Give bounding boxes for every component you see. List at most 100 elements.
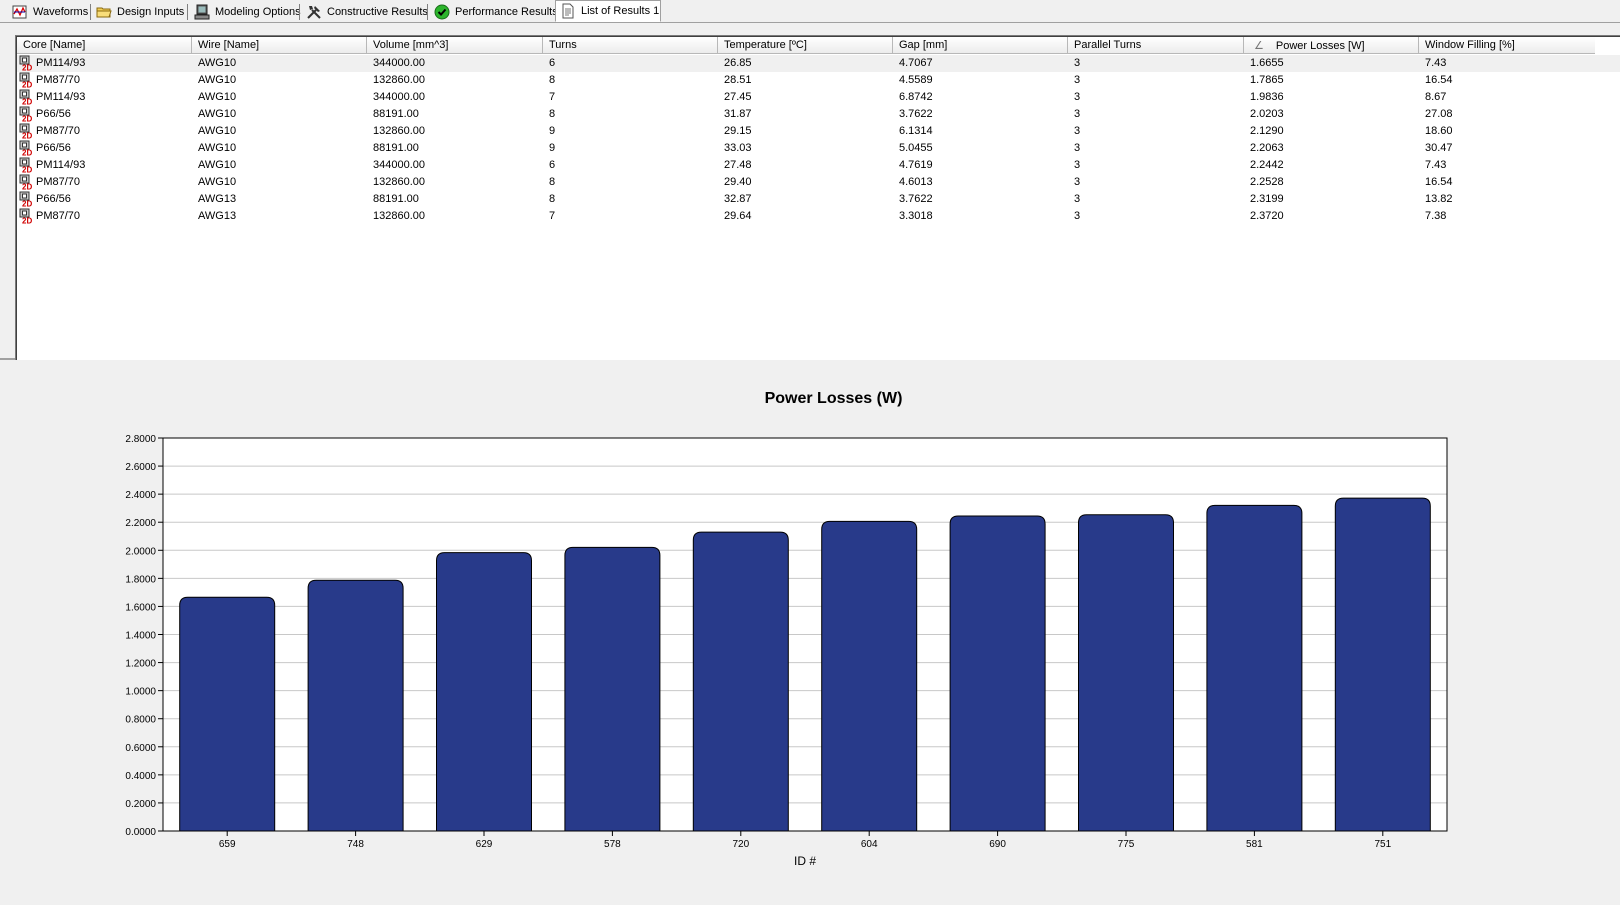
cell-parallel-turns: 3: [1074, 125, 1081, 137]
table-row[interactable]: 2D PM87/70 AWG10 132860.00 8 29.40 4.6013 3 2.25…: [17, 174, 1620, 191]
y-tick-label: 0.2000: [125, 799, 156, 810]
column-header-core[interactable]: Core [Name]: [17, 37, 192, 54]
y-tick-label: 1.0000: [125, 687, 156, 698]
cell-core: 2D PM87/70: [17, 208, 192, 225]
cell-volume: 132860.00: [373, 210, 425, 222]
cell-turns: 7: [549, 91, 556, 103]
cell-window-filling: 7.38: [1425, 210, 1447, 222]
y-tick-label: 2.0000: [125, 546, 156, 557]
tab-modeling-options[interactable]: Modeling Options: [190, 2, 301, 21]
column-header-power-losses[interactable]: ∠ Power Losses [W]: [1244, 37, 1419, 54]
cell-wire: AWG10: [198, 142, 237, 154]
table-row[interactable]: 2D PM87/70 AWG10 132860.00 8 28.51 4.5589 3 1.78…: [17, 72, 1620, 89]
column-header-gap[interactable]: Gap [mm]: [893, 37, 1068, 54]
x-tick-label: 690: [989, 839, 1006, 850]
y-tick-label: 0.0000: [125, 827, 156, 838]
column-header-parallel-turns[interactable]: Parallel Turns: [1068, 37, 1244, 54]
cell-power-losses: 1.9836: [1250, 91, 1284, 103]
cell-temperature: 27.45: [724, 91, 752, 103]
column-header-volume[interactable]: Volume [mm^3]: [367, 37, 543, 54]
cell-gap: 3.7622: [899, 108, 933, 120]
bar[interactable]: [179, 596, 276, 832]
bar[interactable]: [436, 552, 532, 832]
tab-performance-results[interactable]: Performance Results: [430, 2, 558, 21]
cell-window-filling: 16.54: [1425, 176, 1453, 188]
x-tick-label: 748: [347, 839, 364, 850]
column-header-temperature[interactable]: Temperature [ºC]: [718, 37, 893, 54]
results-panel: Core [Name] Wire [Name] Volume [mm^3] Tu…: [0, 23, 1620, 365]
x-tick-label: 720: [732, 839, 749, 850]
computer-icon: [194, 4, 210, 20]
column-header-window-filling[interactable]: Window Filling [%]: [1419, 37, 1595, 54]
bar[interactable]: [692, 531, 789, 832]
cell-temperature: 29.64: [724, 210, 752, 222]
table-row[interactable]: 2D PM87/70 AWG10 132860.00 9 29.15 6.1314 3 2.12…: [17, 123, 1620, 140]
cell-power-losses: 2.1290: [1250, 125, 1284, 137]
x-tick-label: 751: [1374, 839, 1391, 850]
tab-design-inputs[interactable]: Design Inputs: [92, 2, 188, 21]
cell-power-losses: 2.2442: [1250, 159, 1284, 171]
tab-constructive-results[interactable]: Constructive Results: [302, 2, 428, 21]
cell-gap: 5.0455: [899, 142, 933, 154]
cell-text: P66/56: [36, 108, 71, 120]
column-header-wire[interactable]: Wire [Name]: [192, 37, 367, 54]
y-tick-label: 2.8000: [125, 434, 156, 445]
tab-list-of-results-1[interactable]: List of Results 1: [555, 0, 661, 22]
core-2d-icon: 2D: [19, 72, 35, 89]
waveform-icon: [12, 4, 28, 20]
cell-window-filling: 7.43: [1425, 159, 1447, 171]
cell-temperature: 31.87: [724, 108, 752, 120]
cell-window-filling: 16.54: [1425, 74, 1453, 86]
cell-core: 2D PM87/70: [17, 123, 192, 140]
y-tick-label: 2.4000: [125, 490, 156, 501]
bar[interactable]: [949, 515, 1046, 832]
cell-temperature: 29.40: [724, 176, 752, 188]
cell-volume: 344000.00: [373, 57, 425, 69]
x-tick-label: 604: [861, 839, 878, 850]
tab-label: Constructive Results: [327, 5, 428, 18]
table-row[interactable]: 2D PM114/93 AWG10 344000.00 7 27.45 6.8742 3 1.9…: [17, 89, 1620, 106]
tab-label: Design Inputs: [117, 5, 185, 18]
cell-text: PM87/70: [36, 125, 81, 137]
x-axis-label: ID #: [794, 854, 816, 868]
cell-window-filling: 13.82: [1425, 193, 1453, 205]
bar[interactable]: [307, 579, 404, 832]
x-tick-label: 659: [219, 839, 236, 850]
tab-waveforms[interactable]: Waveforms: [8, 2, 91, 21]
column-header-turns[interactable]: Turns: [543, 37, 718, 54]
svg-text:2D: 2D: [22, 63, 32, 71]
table-row[interactable]: 2D P66/56 AWG10 88191.00 9 33.03 5.0455 3 2.2063…: [17, 140, 1620, 157]
core-2d-icon: 2D: [19, 191, 35, 208]
cell-wire: AWG10: [198, 159, 237, 171]
cell-window-filling: 18.60: [1425, 125, 1453, 137]
cell-gap: 4.7067: [899, 57, 933, 69]
cell-core: 2D PM87/70: [17, 174, 192, 191]
bar[interactable]: [1334, 497, 1431, 832]
table-row[interactable]: 2D P66/56 AWG13 88191.00 8 32.87 3.7622 3 2.3199…: [17, 191, 1620, 208]
cell-text: PM114/93: [36, 91, 86, 103]
bar[interactable]: [1206, 504, 1303, 832]
cell-window-filling: 30.47: [1425, 142, 1453, 154]
bar[interactable]: [821, 520, 918, 832]
cell-wire: AWG13: [198, 210, 237, 222]
check-circle-icon: [434, 4, 450, 20]
cell-volume: 88191.00: [373, 193, 419, 205]
folder-icon: [96, 4, 112, 20]
table-row[interactable]: 2D P66/56 AWG10 88191.00 8 31.87 3.7622 3 2.0203…: [17, 106, 1620, 123]
table-row[interactable]: 2D PM87/70 AWG13 132860.00 7 29.64 3.3018 3 2.37…: [17, 208, 1620, 225]
tab-label: List of Results 1: [581, 5, 660, 17]
y-tick-label: 0.6000: [125, 743, 156, 754]
cell-turns: 8: [549, 74, 556, 86]
table-row[interactable]: 2D PM114/93 AWG10 344000.00 6 26.85 4.7067 3 1.6…: [17, 55, 1620, 72]
y-tick-label: 1.6000: [125, 602, 156, 613]
cell-text: PM114/93: [36, 159, 86, 171]
cell-text: PM87/70: [36, 210, 81, 222]
bar[interactable]: [564, 546, 661, 832]
cell-power-losses: 2.3720: [1250, 210, 1284, 222]
tab-label: Modeling Options: [215, 5, 301, 18]
table-row[interactable]: 2D PM114/93 AWG10 344000.00 6 27.48 4.7619 3 2.2…: [17, 157, 1620, 174]
svg-text:2D: 2D: [22, 182, 32, 190]
y-tick-label: 0.8000: [125, 715, 156, 726]
svg-text:2D: 2D: [22, 165, 32, 173]
bar[interactable]: [1078, 514, 1174, 832]
